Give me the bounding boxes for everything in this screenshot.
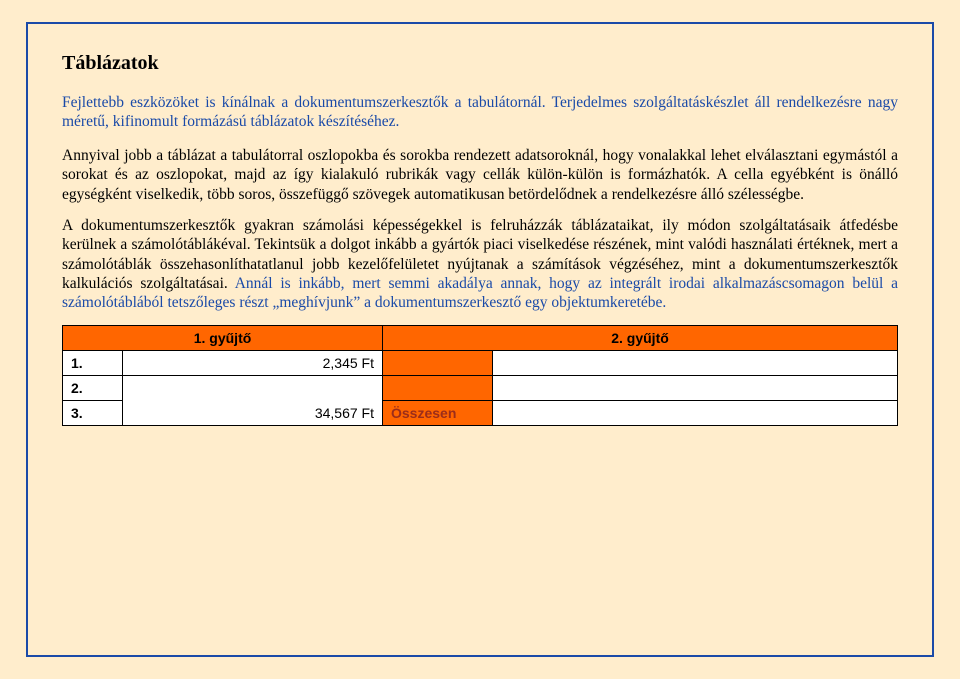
table-header-row: 1. gyűjtő 2. gyűjtő (63, 325, 898, 350)
row-1-val: 2,345 Ft (123, 350, 383, 375)
row-2-c4 (493, 375, 898, 400)
row-1-c3 (383, 350, 493, 375)
table-header-1: 1. gyűjtő (63, 325, 383, 350)
row-1-c4 (493, 350, 898, 375)
sum-label: Összesen (383, 400, 493, 425)
row-3-val: 34,567 Ft (123, 375, 383, 425)
lead-paragraph: Fejlettebb eszközöket is kínálnak a doku… (62, 93, 898, 132)
table-row: 2. 34,567 Ft (63, 375, 898, 400)
row-label-1: 1. (63, 350, 123, 375)
row-label-2: 2. (63, 375, 123, 400)
paragraph-1: Annyival jobb a táblázat a tabulátorral … (62, 146, 898, 204)
paragraph-2: A dokumentumszerkesztők gyakran számolás… (62, 216, 898, 313)
page: Táblázatok Fejlettebb eszközöket is kíná… (0, 0, 960, 679)
row-3-c4 (493, 400, 898, 425)
table-row: 1. 2,345 Ft (63, 350, 898, 375)
content-frame: Táblázatok Fejlettebb eszközöket is kíná… (26, 22, 934, 657)
table-header-2: 2. gyűjtő (383, 325, 898, 350)
row-label-3: 3. (63, 400, 123, 425)
heading-title: Táblázatok (62, 52, 898, 75)
sample-table: 1. gyűjtő 2. gyűjtő 1. 2,345 Ft 2. 34,56… (62, 325, 898, 426)
row-2-c3 (383, 375, 493, 400)
